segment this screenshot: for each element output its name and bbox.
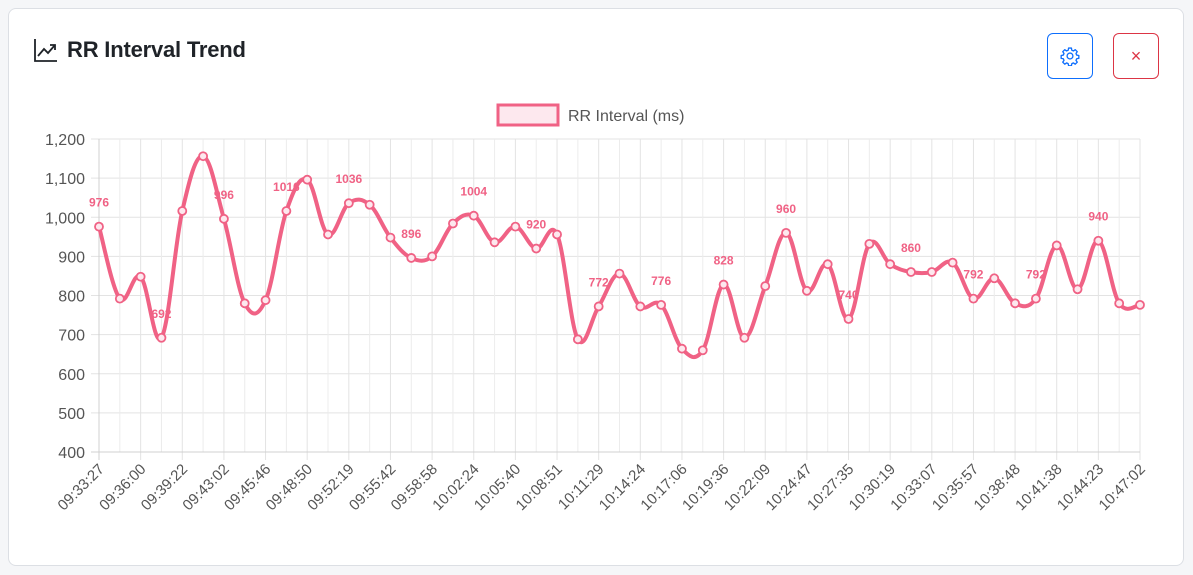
data-point (1135, 299, 1145, 310)
data-point (510, 221, 521, 232)
y-tick-label: 1,200 (45, 132, 85, 149)
data-point (697, 345, 708, 356)
data-point (302, 174, 313, 185)
data-label: 1016 (273, 180, 300, 194)
data-label: 1036 (335, 172, 362, 186)
y-tick-label: 1,100 (45, 171, 85, 188)
y-tick-label: 900 (58, 249, 85, 266)
y-tick-label: 400 (58, 445, 85, 462)
data-point (427, 251, 438, 262)
y-tick-label: 700 (58, 328, 85, 345)
close-button[interactable]: × (1113, 33, 1159, 79)
data-point (1031, 293, 1041, 304)
chart-line-icon (34, 39, 57, 62)
data-point (1114, 298, 1125, 309)
data-point (739, 332, 750, 343)
data-label: 896 (401, 227, 421, 241)
data-point (781, 227, 791, 238)
series-line (97, 154, 1141, 360)
data-point (593, 301, 604, 312)
data-point (926, 267, 937, 277)
data-point (468, 210, 479, 221)
data-point (885, 259, 896, 270)
close-icon: × (1130, 45, 1142, 66)
y-tick-label: 600 (58, 367, 85, 384)
data-point (135, 271, 146, 282)
y-tick-label: 800 (58, 289, 85, 306)
data-point (718, 279, 729, 290)
x-tick-label: 10:08:51 (513, 461, 566, 514)
data-point (864, 238, 875, 249)
data-point (614, 268, 625, 279)
data-label: 960 (776, 202, 796, 216)
data-point (94, 221, 104, 232)
data-label: 792 (963, 268, 983, 282)
data-point (198, 151, 209, 162)
data-label: 828 (714, 254, 734, 268)
x-tick-label: 10:47:02 (1096, 461, 1149, 514)
data-point (156, 332, 167, 343)
data-point (239, 298, 250, 309)
data-point (343, 198, 354, 209)
data-point (635, 301, 646, 312)
data-label: 920 (526, 218, 546, 232)
legend-label: RR Interval (ms) (568, 108, 684, 125)
data-point (364, 199, 375, 210)
chart-card: RR Interval Trend × (8, 8, 1184, 566)
data-point (219, 213, 229, 224)
data-point (531, 243, 542, 254)
y-tick-label: 1,000 (45, 210, 85, 227)
y-tick-label: 500 (58, 406, 85, 423)
data-point (448, 218, 458, 229)
data-point (656, 299, 667, 310)
data-point (406, 253, 417, 263)
data-point (843, 314, 854, 324)
data-point (760, 281, 771, 292)
data-point (1051, 240, 1062, 251)
data-point (552, 229, 562, 240)
data-label: 996 (214, 188, 234, 202)
data-label: 792 (1026, 268, 1046, 282)
data-point (177, 206, 188, 216)
data-point (489, 237, 500, 248)
data-label: 692 (151, 307, 171, 321)
data-point (260, 295, 271, 306)
data-label: 940 (1088, 210, 1108, 224)
data-point (801, 285, 812, 296)
data-point (1072, 284, 1083, 295)
data-point (323, 229, 333, 240)
data-point (385, 232, 396, 243)
data-label: 976 (89, 196, 109, 210)
data-label: 860 (901, 241, 921, 255)
data-point (947, 257, 958, 268)
data-point (114, 293, 125, 304)
legend-swatch (496, 103, 560, 127)
data-point (968, 293, 979, 304)
data-point (281, 206, 292, 216)
card-header: RR Interval Trend (33, 37, 246, 63)
data-label: 772 (589, 275, 609, 289)
data-point (822, 259, 833, 270)
data-point (906, 267, 916, 277)
data-point (677, 343, 687, 354)
gear-icon (1060, 47, 1080, 66)
data-point (572, 334, 583, 345)
data-point (989, 273, 1000, 284)
data-point (1093, 235, 1104, 246)
data-label: 1004 (460, 185, 487, 199)
settings-button[interactable] (1047, 33, 1093, 79)
data-label: 740 (839, 288, 859, 302)
card-title: RR Interval Trend (67, 37, 246, 62)
data-point (1010, 298, 1020, 309)
data-label: 776 (651, 274, 671, 288)
